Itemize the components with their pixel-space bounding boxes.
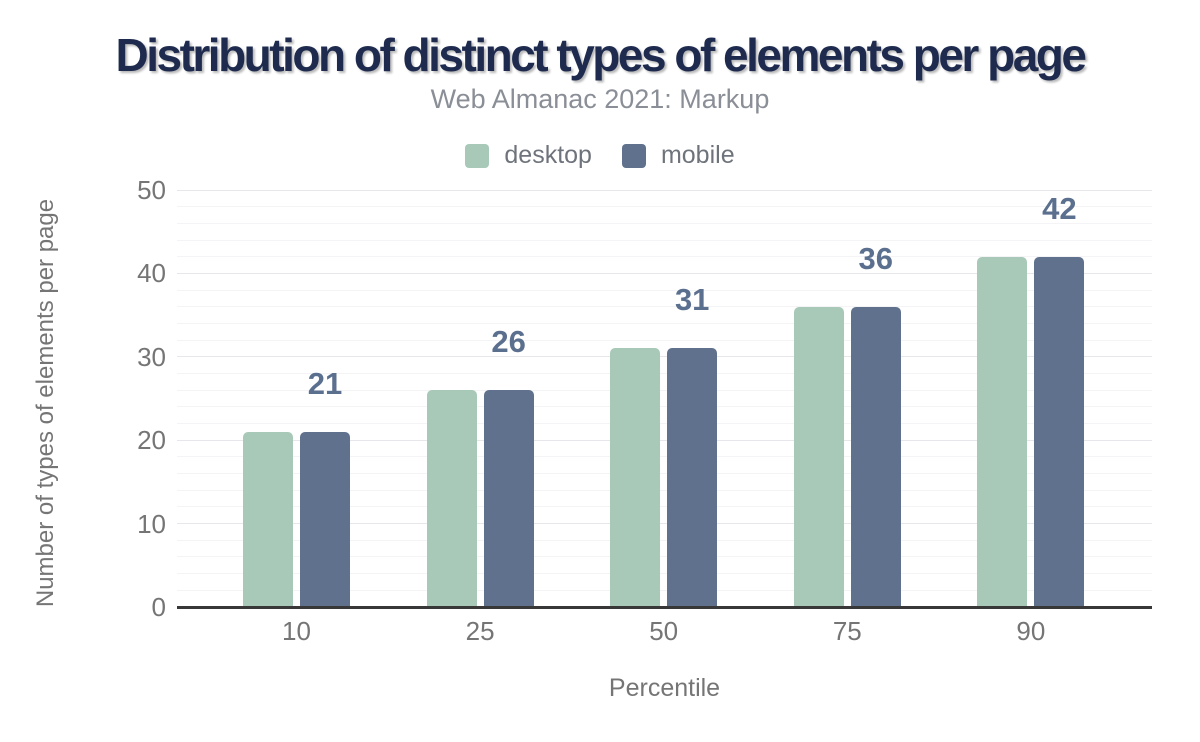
value-label-p10: 21 xyxy=(307,365,343,401)
x-tick-10: 10 xyxy=(282,616,311,646)
chart-title: Distribution of distinct types of elemen… xyxy=(115,29,1087,81)
minor-gridline xyxy=(177,256,1152,258)
minor-gridline xyxy=(177,406,1152,408)
major-gridline xyxy=(177,272,1152,274)
minor-gridline xyxy=(177,539,1152,541)
minor-gridline xyxy=(177,372,1152,374)
y-tick-40: 40 xyxy=(137,258,166,289)
minor-gridline xyxy=(177,239,1152,241)
x-tick-25: 25 xyxy=(465,616,495,646)
mobile-bar-p10[interactable] xyxy=(300,431,350,607)
legend-label-desktop: desktop xyxy=(504,141,592,169)
desktop-bar-p75[interactable] xyxy=(793,306,844,607)
plot-area: 21 26 31 36 42 xyxy=(177,189,1152,607)
desktop-bar-p10[interactable] xyxy=(243,431,293,607)
major-gridline xyxy=(177,523,1152,525)
legend-item-desktop: desktop xyxy=(465,141,592,170)
major-gridline xyxy=(177,439,1152,441)
major-gridline xyxy=(177,189,1152,191)
minor-gridline xyxy=(177,473,1152,475)
value-label-p90: 42 xyxy=(1042,190,1077,226)
minor-gridline xyxy=(177,556,1152,558)
minor-gridline xyxy=(177,573,1152,575)
minor-gridline xyxy=(177,489,1152,491)
minor-gridline xyxy=(177,456,1152,458)
x-tick-50: 50 xyxy=(649,616,679,646)
minor-gridline xyxy=(177,506,1152,508)
chart-subtitle: Web Almanac 2021: Markup xyxy=(430,84,770,114)
y-tick-50: 50 xyxy=(137,175,166,205)
minor-gridline xyxy=(177,306,1152,308)
x-axis-line xyxy=(177,606,1152,609)
mobile-bar-p25[interactable] xyxy=(483,390,534,607)
legend-label-mobile: mobile xyxy=(660,141,735,169)
legend-item-mobile: mobile xyxy=(621,141,735,170)
y-tick-20: 20 xyxy=(137,425,166,456)
major-gridline xyxy=(177,356,1152,358)
minor-gridline xyxy=(177,222,1152,224)
desktop-swatch-icon xyxy=(465,143,490,168)
minor-gridline xyxy=(177,389,1152,391)
minor-gridline xyxy=(177,206,1152,208)
mobile-bar-p75[interactable] xyxy=(850,306,901,607)
legend: desktop mobile xyxy=(0,141,1200,170)
value-label-p50: 31 xyxy=(674,282,710,318)
x-axis-title: Percentile xyxy=(608,674,721,702)
desktop-bar-p90[interactable] xyxy=(977,256,1028,607)
x-tick-90: 90 xyxy=(1016,616,1046,646)
mobile-bar-p90[interactable] xyxy=(1034,256,1085,607)
y-tick-0: 0 xyxy=(151,592,166,622)
value-label-p75: 36 xyxy=(858,240,894,276)
minor-gridline xyxy=(177,289,1152,291)
minor-gridline xyxy=(177,423,1152,425)
minor-gridline xyxy=(177,589,1152,591)
y-tick-10: 10 xyxy=(137,508,166,539)
desktop-bar-p50[interactable] xyxy=(610,348,661,607)
y-tick-30: 30 xyxy=(137,341,166,372)
desktop-bar-p25[interactable] xyxy=(426,390,477,607)
x-tick-75: 75 xyxy=(832,616,862,646)
y-axis-title: Number of types of elements per page xyxy=(32,198,59,607)
value-label-p25: 26 xyxy=(491,324,526,360)
minor-gridline xyxy=(177,322,1152,324)
mobile-swatch-icon xyxy=(621,143,646,168)
mobile-bar-p50[interactable] xyxy=(667,348,718,607)
minor-gridline xyxy=(177,339,1152,341)
